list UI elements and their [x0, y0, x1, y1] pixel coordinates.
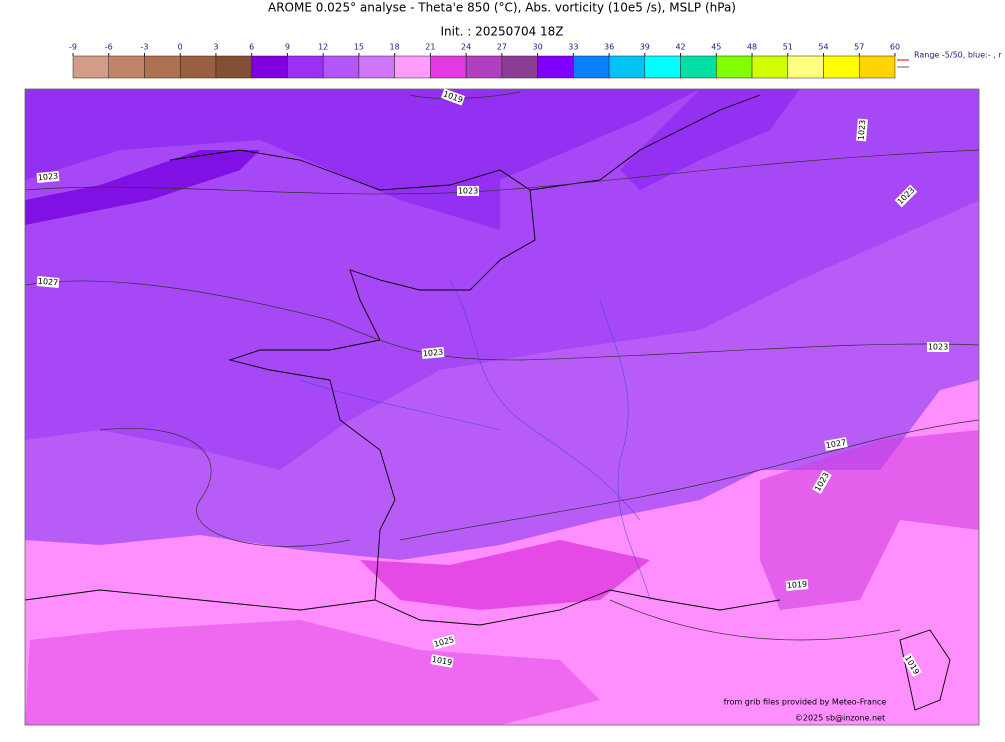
colorbar-segment	[787, 55, 824, 79]
isobar-label-box: 1019	[430, 654, 454, 668]
isobar-label-box: 1023	[856, 118, 868, 142]
isobar-label-box: 1027	[36, 276, 60, 288]
colorbar-segment	[644, 55, 681, 79]
isobar-label-bg	[36, 171, 60, 183]
colorbar-tick-label: 42	[675, 43, 685, 52]
range-note: Range -5/50, blue:- , r	[914, 51, 1002, 60]
isobar-label: 1023	[37, 172, 58, 183]
colorbar-tick-label: 15	[354, 43, 364, 52]
colorbar-tick-label: 24	[461, 43, 471, 52]
colorbar-segment	[358, 55, 395, 79]
colorbar-tick-label: 12	[318, 43, 328, 52]
colorbar-tick-label: 39	[640, 43, 650, 52]
credit: ©2025 sb@inzone.net	[795, 714, 885, 723]
colorbar-tick-label: 9	[285, 43, 290, 52]
isobar-label-box: 1023	[927, 342, 949, 352]
isobar-label-bg	[440, 88, 466, 106]
colorbar-segment	[287, 55, 324, 79]
colorbar-segment	[179, 55, 217, 79]
colorbar-segment	[823, 55, 860, 79]
colorbar-tick-label: -9	[69, 43, 77, 52]
isobar-label-bg	[430, 654, 454, 668]
isobar-label-box: 1025	[432, 634, 456, 650]
isobar-label: 1023	[857, 119, 868, 140]
colorbar-tick-label: 30	[533, 43, 543, 52]
isobar-label: 1023	[422, 348, 443, 359]
colorbar-tick-label: 36	[604, 43, 614, 52]
isobar-label: 1019	[431, 655, 453, 667]
colorbar-segment	[144, 55, 181, 79]
isobar-label-bg	[421, 347, 445, 359]
isobar-label-bg	[894, 184, 918, 208]
colorbar-segment	[108, 55, 145, 79]
isobar-label: 1023	[458, 187, 478, 196]
colorbar-segment	[573, 55, 610, 79]
isobar-label: 1027	[37, 277, 58, 288]
isobar-label-bg	[812, 469, 832, 495]
colorbar-tick-label: 60	[890, 43, 900, 52]
isobar-label: 1019	[786, 580, 807, 591]
colorbar-tick-label: 6	[249, 43, 254, 52]
colorbar-segment	[680, 55, 717, 79]
isobar-label-bg	[457, 186, 479, 196]
colorbar-segment	[751, 55, 789, 79]
colorbar-tick-label: 45	[711, 43, 721, 52]
isobar-label-bg	[902, 652, 922, 678]
colorbar-segment	[716, 55, 753, 79]
credit: from grib files provided by Meteo-France	[724, 698, 887, 707]
isobar-label: 1027	[825, 438, 847, 450]
colorbar-tick-label: 57	[854, 43, 864, 52]
colorbar-segment	[215, 55, 252, 79]
colorbar-tick-label: 3	[213, 43, 218, 52]
colorbar-segment	[430, 55, 467, 79]
subtitle: Init. : 20250704 18Z	[440, 25, 563, 39]
map-frame	[24, 88, 980, 726]
colorbar-tick-label: 48	[747, 43, 757, 52]
colorbar-segment	[322, 55, 360, 79]
colorbar-tick-label: 18	[390, 43, 400, 52]
colorbar-segment	[465, 55, 503, 79]
colorbar-tick-label: 54	[818, 43, 828, 52]
colorbar-tick-label: 0	[178, 43, 183, 52]
colorbar-segment	[72, 55, 109, 79]
isobar-label-bg	[824, 437, 848, 451]
isobar-label-bg	[785, 579, 809, 591]
isobar-label-box: 1019	[785, 579, 809, 591]
isobar-label-box: 1027	[824, 437, 848, 451]
isobar-label-box: 1023	[421, 347, 445, 359]
title: AROME 0.025° analyse - Theta'e 850 (°C),…	[268, 1, 736, 15]
colorbar-segment	[251, 55, 288, 79]
colorbar-tick-label: -6	[105, 43, 113, 52]
isobar-label-bg	[432, 634, 456, 650]
colorbar-tick-label: 33	[568, 43, 578, 52]
isobar-label: 1023	[928, 343, 948, 352]
colorbar-tick-label: -3	[140, 43, 148, 52]
colorbar-segment	[608, 55, 646, 79]
isobar-label-box: 1023	[457, 186, 479, 196]
colorbar-tick-label: 21	[425, 43, 435, 52]
isobar-label-bg	[36, 276, 60, 288]
isobar-label-box: 1023	[36, 171, 60, 183]
isobar-label-bg	[856, 118, 868, 142]
colorbar-segment	[859, 55, 896, 79]
colorbar-segment	[394, 55, 431, 79]
colorbar-segment	[537, 55, 574, 79]
colorbar-segment	[501, 55, 538, 79]
map	[25, 89, 979, 725]
isobar-label-bg	[927, 342, 949, 352]
colorbar: -9 -6 -3 0 3 6 9 12 15 18 21 24 27 30 33 36 39 42 45 48 51 54…	[69, 43, 900, 79]
colorbar-tick-label: 27	[497, 43, 507, 52]
colorbar-tick-label: 51	[783, 43, 793, 52]
